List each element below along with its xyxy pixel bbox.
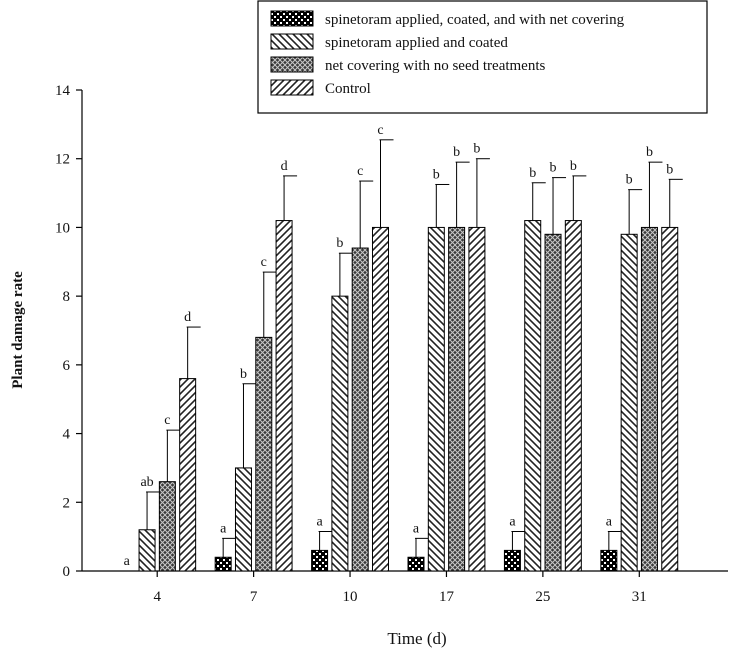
y-tick-label: 10 [55,220,70,236]
significance-letter: b [453,145,460,160]
x-tick-label: 7 [250,589,258,605]
significance-letter: c [357,164,363,179]
y-tick-label: 12 [55,152,70,168]
y-tick-label: 8 [63,289,71,305]
legend-label: Control [325,81,371,97]
bar-series-4-7 [275,220,293,572]
bar-series-4-17 [468,226,486,572]
legend-label: spinetoram applied and coated [325,35,508,51]
x-axis-label: Time (d) [387,629,446,648]
significance-letter: a [413,521,420,536]
legend-swatch [270,33,314,50]
y-tick-label: 2 [63,495,71,511]
x-tick-label: 4 [153,589,161,605]
bar-series-3-7 [255,336,273,572]
bar-series-2-7 [234,467,252,572]
x-tick-label: 31 [632,589,647,605]
significance-letter: a [124,554,131,569]
significance-letter: d [184,310,191,325]
significance-letter: b [626,173,633,188]
legend-swatch [270,10,314,27]
significance-letter: b [570,159,577,174]
bar-series-1-7 [214,556,232,572]
y-tick-label: 14 [55,83,71,99]
bar-series-2-25 [524,220,542,572]
bar-series-2-31 [620,233,638,572]
significance-letter: b [473,142,480,157]
y-axis-label: Plant damage rate [10,271,26,389]
bar-series-4-10 [371,226,389,572]
y-tick-label: 4 [63,427,71,443]
significance-letter: c [164,413,170,428]
x-tick-label: 10 [343,589,358,605]
legend-box [257,0,708,114]
bar-series-2-4 [138,529,156,572]
significance-letter: c [377,123,383,138]
bar-series-1-10 [311,549,329,572]
significance-letter: b [336,236,343,251]
legend: spinetoram applied, coated, and with net… [257,0,708,114]
significance-letter: b [433,167,440,182]
significance-letter: b [646,145,653,160]
bar-series-3-31 [640,226,658,572]
bar-series-3-17 [448,226,466,572]
bar-series-1-25 [503,549,521,572]
legend-swatch [270,56,314,73]
significance-letter: d [281,159,288,174]
y-tick-label: 0 [63,564,71,580]
significance-letter: b [666,162,673,177]
bar-series-4-25 [564,220,582,572]
significance-letter: a [316,514,323,529]
bar-series-2-17 [427,226,445,572]
legend-swatch [270,79,314,96]
bar-series-3-4 [158,481,176,572]
bars-layer [138,139,683,572]
bar-series-4-31 [661,226,679,572]
y-tick-label: 6 [63,358,71,374]
legend-label: spinetoram applied, coated, and with net… [325,12,625,28]
bar-series-4-4 [179,378,197,572]
significance-letter: c [261,255,267,270]
bar-series-3-25 [544,233,562,572]
significance-letter: a [220,521,227,536]
significance-letter: b [240,367,247,382]
significance-letter: b [550,161,557,176]
significance-letter: a [606,514,613,529]
legend-label: net covering with no seed treatments [325,58,546,74]
x-tick-label: 25 [535,589,550,605]
bar-series-2-10 [331,295,349,572]
significance-letter: ab [140,475,153,490]
bar-series-1-17 [407,556,425,572]
bar-series-3-10 [351,247,369,572]
bar-series-1-31 [600,549,618,572]
significance-letter: a [509,514,516,529]
x-tick-label: 17 [439,589,455,605]
significance-letter: b [529,166,536,181]
